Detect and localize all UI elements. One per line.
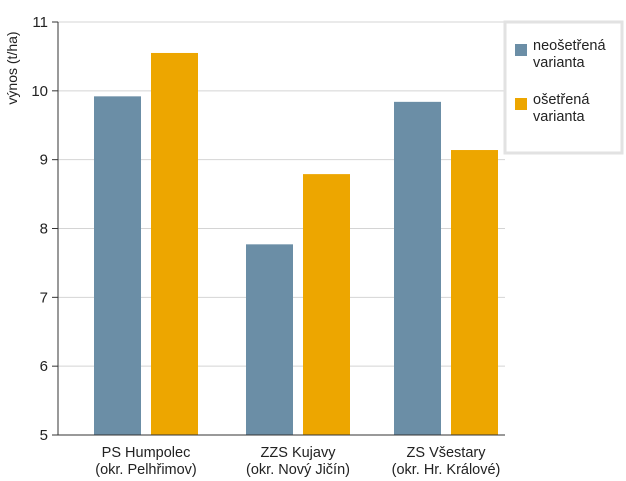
bar [303, 174, 350, 435]
x-category-label: ZS Všestary [407, 445, 487, 461]
y-tick-label: 5 [40, 427, 48, 444]
legend-label: varianta [533, 109, 586, 125]
x-category-label: (okr. Pelhřimov) [95, 462, 197, 478]
legend-label: ošetřená [533, 92, 590, 108]
x-category-label: PS Humpolec [102, 445, 191, 461]
bar [94, 96, 141, 435]
y-tick-label: 6 [40, 358, 48, 375]
bar [151, 52, 198, 435]
axes [52, 21, 505, 436]
x-category-label: (okr. Hr. Králové) [392, 462, 501, 478]
y-tick-label: 10 [31, 83, 48, 100]
legend-swatch [515, 98, 527, 110]
y-tick-label: 11 [32, 14, 48, 31]
bar [246, 244, 293, 435]
x-category-label: ZZS Kujavy [261, 445, 337, 461]
y-tick-label: 8 [40, 221, 48, 238]
axis-labels: 5 6 7 8 9 10 11 PS Humpolec(okr. Pelhřimov) ZZS … [31, 14, 500, 478]
y-tick-label: 7 [40, 289, 48, 306]
x-category-label: (okr. Nový Jičín) [246, 462, 350, 478]
y-tick-label: 9 [40, 152, 48, 169]
y-axis-title: výnos (t/ha) [4, 31, 20, 104]
legend-label: neošetřená [533, 38, 606, 54]
bar [451, 150, 498, 435]
legend-label: varianta [533, 55, 586, 71]
legend-box [503, 20, 624, 155]
bars [94, 52, 498, 435]
bar [394, 101, 441, 435]
legend-swatch [515, 44, 527, 56]
